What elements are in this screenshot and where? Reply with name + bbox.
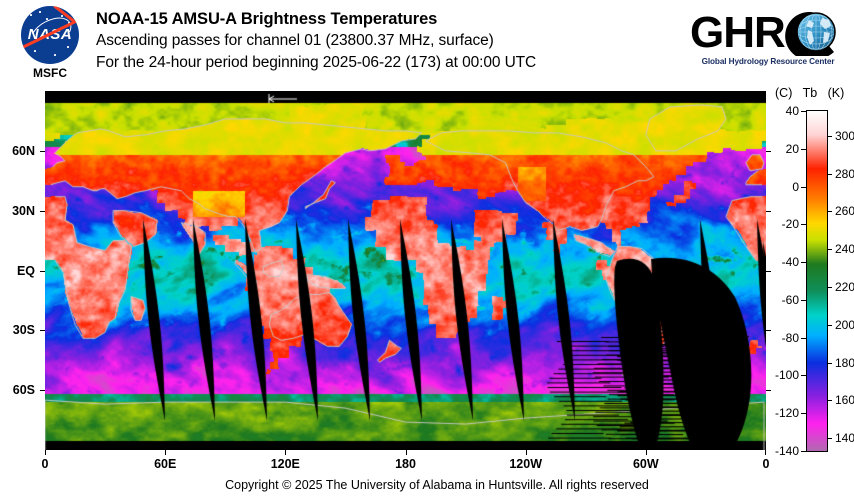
y-axis-label: EQ [16,263,35,278]
colorbar-label-celsius: -100 [774,368,799,383]
nasa-logo: NASA MSFC [16,6,84,80]
x-axis-label: 0 [41,457,49,471]
colorbar-tick-celsius [801,224,806,226]
colorbar-tick-celsius [801,451,806,452]
colorbar-label-kelvin: 260 [835,204,854,219]
x-axis-tick [525,450,527,455]
colorbar-tick-celsius [801,148,806,150]
ghrc-logo: GHR [688,8,848,76]
colorbar-tick-kelvin [827,135,832,137]
colorbar-tick-kelvin [827,400,832,402]
colorbar-tick-celsius [801,111,806,112]
copyright-notice: Copyright © 2025 The University of Alaba… [0,478,854,492]
colorbar-label-kelvin: 220 [835,279,854,294]
x-axis-label: 120W [509,457,543,471]
y-axis-tick [40,390,45,392]
colorbar-gradient [807,111,827,451]
y-axis-label: 30S [12,323,35,338]
y-axis-label: 60N [12,143,35,158]
colorbar-label-celsius: 40 [785,104,799,118]
colorbar-label-celsius: -60 [781,292,799,307]
y-axis-tick [766,270,771,272]
colorbar-label-kelvin: 160 [835,393,854,408]
y-axis-tick [766,390,771,392]
colorbar-label-kelvin: 300 [835,128,854,143]
x-axis-tick [165,450,167,455]
ghrc-tagline: Global Hydrology Resource Center [701,57,835,66]
figure-period: For the 24-hour period beginning 2025-06… [96,54,537,71]
copyright-text: Copyright © 2025 The University of Alaba… [225,478,649,492]
x-axis-label: 0 [762,457,770,471]
x-axis-tick [45,450,46,455]
colorbar-unit-celsius: (C) [775,86,793,100]
colorbar-tick-kelvin [827,249,832,251]
colorbar-tick-celsius [801,337,806,339]
colorbar-tick-kelvin [827,324,832,326]
title-block: NOAA-15 AMSU-A Brightness Temperatures A… [96,9,536,74]
colorbar-tick-celsius [801,262,806,264]
x-axis-tick [285,450,287,455]
colorbar-tick-celsius [801,299,806,301]
map-plot-area [45,91,766,450]
figure-header: NASA MSFC NOAA-15 AMSU-A Brightness Temp… [0,0,854,86]
colorbar-label-celsius: -80 [781,330,799,345]
colorbar-tick-kelvin [827,286,832,288]
colorbar-tick-celsius [801,413,806,415]
colorbar-header: (C) Tb (K) [775,86,844,100]
colorbar: 40 20 0 -20 -40 -60 -80 -100 -120 -140 300 280 260 24… [775,104,854,458]
colorbar-label-kelvin: 140 [835,431,854,446]
svg-text:GHR: GHR [690,8,785,56]
y-axis-tick [40,150,45,152]
y-axis-tick [40,270,45,272]
colorbar-tick-kelvin [827,362,832,364]
colorbar-unit-kelvin: (K) [827,86,845,100]
y-axis-tick [40,330,45,332]
colorbar-tick-celsius [801,375,806,377]
colorbar-label-celsius: -40 [781,255,799,270]
x-axis-label: 60E [154,457,177,471]
nasa-center-label: MSFC [33,66,67,80]
colorbar-tick-kelvin [827,438,832,440]
colorbar-label-celsius: -20 [781,217,799,232]
x-axis-tick [405,450,407,455]
brightness-temperature-map [45,91,766,450]
colorbar-tick-kelvin [827,211,832,213]
colorbar-label-kelvin: 280 [835,166,854,181]
y-axis-label: 30N [12,203,35,218]
colorbar-label-kelvin: 240 [835,242,854,257]
ghrc-wordmark-icon: GHR [690,8,836,56]
x-axis-tick [765,450,766,455]
colorbar-tick-kelvin [827,173,832,175]
nasa-meatball-icon: NASA [21,6,79,64]
y-axis-tick [766,330,771,332]
x-axis-tick [645,450,647,455]
x-axis-label: 60W [632,457,659,471]
y-axis-tick [766,210,771,212]
colorbar-label-kelvin: 200 [835,317,854,332]
colorbar-label-kelvin: 180 [835,355,854,370]
y-axis-tick [40,210,45,212]
figure-subtitle: Ascending passes for channel 01 (23800.3… [96,32,494,49]
y-axis-tick [766,150,771,152]
colorbar-label-celsius: -120 [774,406,799,421]
colorbar-variable-label: Tb [802,86,818,100]
colorbar-label-celsius: 0 [792,179,799,194]
colorbar-tick-celsius [801,186,806,188]
x-axis-label: 120E [270,457,300,471]
figure-title: NOAA-15 AMSU-A Brightness Temperatures [96,10,438,28]
x-axis-label: 180 [395,457,416,471]
y-axis-label: 60S [12,383,35,398]
colorbar-label-celsius: 20 [785,141,799,156]
colorbar-label-celsius: -140 [774,444,799,458]
